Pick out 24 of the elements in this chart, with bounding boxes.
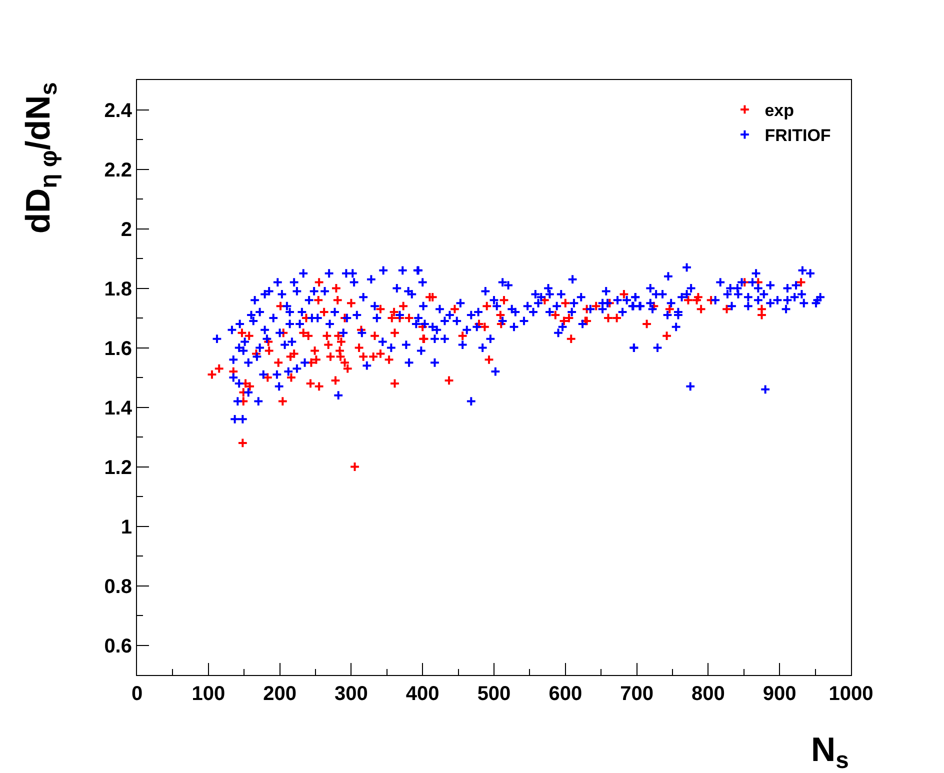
x-tick-label: 200	[263, 683, 296, 705]
x-tick-label: 400	[406, 683, 440, 705]
legend-label: FRITIOF	[764, 126, 831, 146]
y-tick-label: 2.2	[104, 159, 132, 182]
x-tick-label: 800	[692, 683, 725, 705]
y-tick-label: 2	[120, 218, 132, 241]
x-tick-label: 0	[131, 683, 143, 705]
x-tick-label: 600	[548, 683, 582, 705]
x-tick-label: 700	[620, 683, 654, 705]
y-tick-label: 1.4	[104, 397, 133, 420]
x-tick-label: 1000	[828, 683, 874, 705]
x-tick-label: 100	[192, 683, 226, 705]
y-tick-label: 0.8	[104, 576, 132, 598]
y-tick-label: 2.4	[104, 100, 133, 122]
y-tick-label: 0.6	[104, 635, 132, 658]
x-axis-title: N$_{s}$	[811, 731, 849, 773]
x-tick-label: 900	[762, 683, 796, 705]
y-tick-label: 1.6	[104, 338, 132, 360]
x-tick-label: 500	[477, 683, 511, 705]
y-tick-label: 1.8	[104, 278, 132, 300]
legend-label: exp	[764, 101, 794, 120]
y-tick-label: 1.2	[104, 456, 132, 479]
x-tick-label: 300	[334, 683, 368, 705]
y-tick-label: 1	[120, 516, 132, 538]
